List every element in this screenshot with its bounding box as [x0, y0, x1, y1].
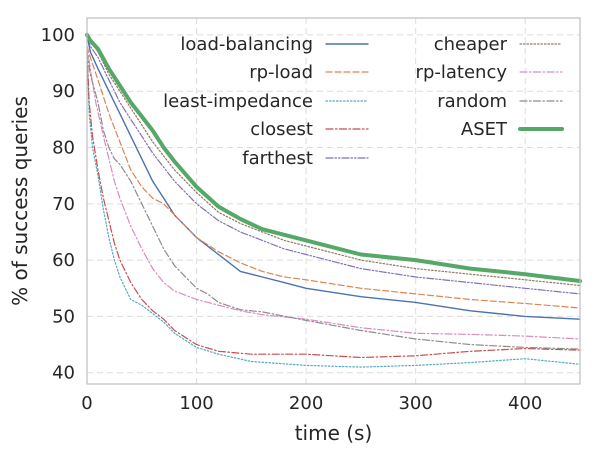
y-tick-label: 40	[52, 363, 75, 384]
series-line-least-impedance	[86, 51, 581, 368]
x-tick-label: 0	[81, 393, 92, 414]
x-tick-label: 300	[398, 393, 432, 414]
grid	[86, 18, 580, 384]
legend-label-random: random	[437, 91, 507, 112]
legend-label-farthest: farthest	[242, 148, 313, 169]
series-lines	[85, 32, 582, 368]
y-tick-label: 70	[52, 194, 75, 215]
legend-label-rp-load: rp-load	[249, 62, 313, 83]
y-tick-label: 50	[52, 306, 75, 327]
x-axis-label: time (s)	[295, 421, 373, 445]
legend-label-rp-latency: rp-latency	[416, 62, 508, 83]
legend-label-ASET: ASET	[461, 119, 508, 140]
series-line-farthest	[86, 34, 581, 295]
series-line-random	[86, 51, 581, 350]
legend-label-closest: closest	[250, 119, 313, 140]
y-tick-label: 100	[41, 25, 75, 46]
x-tick-label: 100	[179, 393, 213, 414]
series-line-rp-latency	[86, 45, 581, 340]
series-line-cheaper	[86, 34, 581, 287]
legend: load-balancing rp-load least-impedance clos…	[163, 34, 564, 169]
legend-label-load-balancing: load-balancing	[180, 34, 313, 55]
legend-label-cheaper: cheaper	[434, 34, 508, 55]
x-tick-label: 400	[508, 393, 542, 414]
series-line-closest	[86, 51, 581, 359]
y-axis-label: % of success queries	[8, 96, 32, 306]
axes: 0 100 200 300 400 40 50 60 70 80 90 100	[41, 25, 543, 414]
y-tick-label: 60	[52, 250, 75, 271]
series-line-ASET	[85, 32, 582, 283]
series-line-rp-load	[86, 45, 581, 309]
x-tick-label: 200	[289, 393, 323, 414]
legend-label-least-impedance: least-impedance	[163, 91, 313, 112]
y-tick-label: 80	[52, 138, 75, 159]
plot-frame	[86, 17, 581, 385]
y-tick-label: 90	[52, 81, 75, 102]
